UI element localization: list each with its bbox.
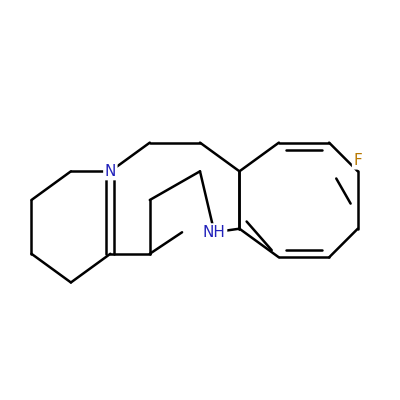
Text: NH: NH bbox=[203, 225, 226, 240]
Text: N: N bbox=[105, 164, 116, 179]
Text: F: F bbox=[354, 153, 362, 168]
